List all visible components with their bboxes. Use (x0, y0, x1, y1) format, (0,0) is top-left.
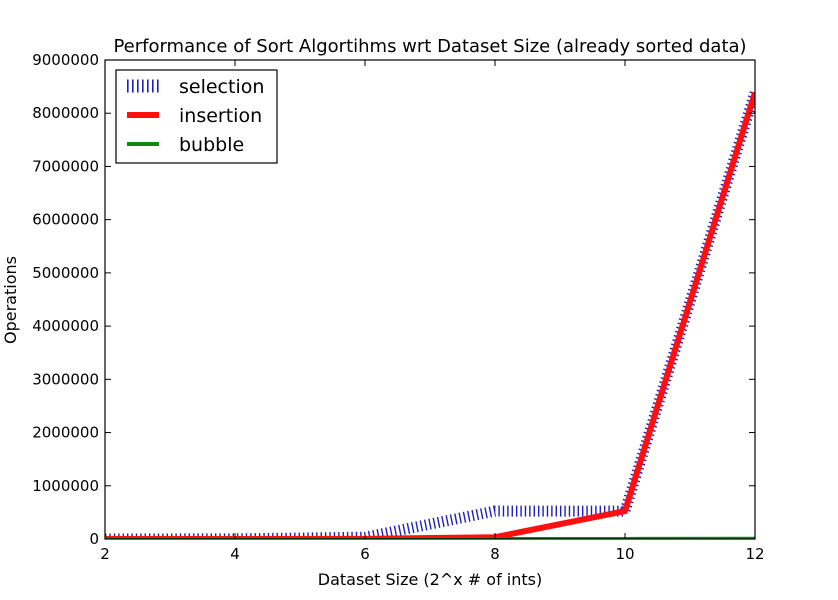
x-tick-label: 8 (490, 545, 500, 563)
ticks-layer: 2 4 6 8 10 12 0 1000000 2000000 3000000 4000000 500… (32, 51, 764, 563)
x-tick-label: 6 (360, 545, 370, 563)
y-tick-label: 5000000 (32, 264, 99, 282)
x-tick-label: 2 (100, 545, 110, 563)
y-tick-label: 8000000 (32, 104, 99, 122)
y-axis-title: Operations (1, 256, 20, 344)
y-tick-label: 1000000 (32, 477, 99, 495)
y-tick-label: 6000000 (32, 211, 99, 229)
legend-label-insertion: insertion (179, 105, 262, 127)
legend-label-bubble: bubble (179, 134, 244, 156)
x-tick-label: 10 (615, 545, 634, 563)
x-tick-label: 4 (230, 545, 240, 563)
y-tick-label: 7000000 (32, 157, 99, 175)
y-tick-label: 3000000 (32, 370, 99, 388)
series-line-selection (105, 90, 755, 539)
y-tick-label: 9000000 (32, 51, 99, 69)
y-tick-label: 2000000 (32, 424, 99, 442)
y-tick-label: 4000000 (32, 317, 99, 335)
chart-title: Performance of Sort Algortihms wrt Datas… (113, 36, 746, 57)
x-tick-label: 12 (745, 545, 764, 563)
legend: selection insertion bubble (115, 69, 278, 164)
y-tick-label: 0 (89, 530, 99, 548)
x-axis-title: Dataset Size (2^x # of ints) (318, 570, 543, 589)
legend-label-selection: selection (179, 76, 264, 98)
plot-frame (104, 59, 756, 540)
